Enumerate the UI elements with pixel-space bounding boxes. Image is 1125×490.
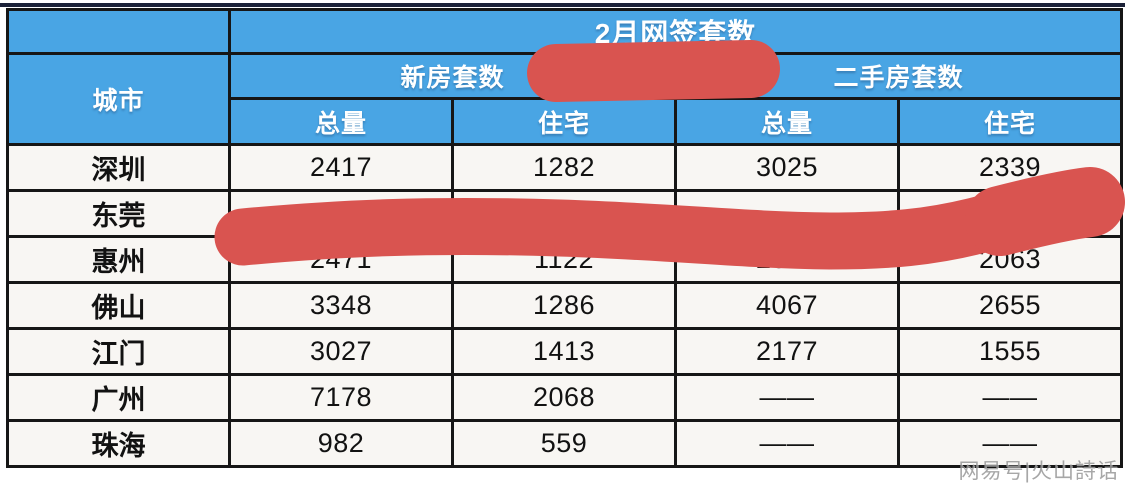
value-cell: 2471 — [228, 235, 454, 284]
new-homes-group-header: 新房套数 — [228, 52, 677, 100]
value-cell: 1286 — [451, 281, 677, 330]
table-row-zhuhai: 珠海 982 559 —— —— — [6, 419, 1124, 468]
table-row-shenzhen: 深圳 2417 1282 3025 2339 — [6, 143, 1124, 192]
value-cell: 2655 — [896, 281, 1124, 330]
signings-table: 2月网签套数 城市 新房套数 二手房套数 总量 住宅 总量 住宅 深圳 2417… — [6, 8, 1124, 468]
empty-header-cell — [6, 8, 231, 55]
value-cell: 1413 — [451, 327, 677, 376]
value-cell: 982 — [228, 419, 454, 468]
value-cell: —— — [674, 419, 900, 468]
city-cell: 佛山 — [6, 281, 231, 330]
value-cell: —— — [896, 373, 1124, 422]
value-cell: 1282 — [451, 143, 677, 192]
value-cell — [228, 189, 454, 238]
value-cell: 3027 — [228, 327, 454, 376]
value-cell: 2588 — [674, 235, 900, 284]
value-cell: 1555 — [896, 327, 1124, 376]
value-cell: 2063 — [896, 235, 1124, 284]
city-cell: 惠州 — [6, 235, 231, 284]
new-residential-header: 住宅 — [451, 97, 677, 146]
new-total-header: 总量 — [228, 97, 454, 146]
watermark-text: 网易号|火山詩话 — [958, 460, 1119, 483]
city-cell: 广州 — [6, 373, 231, 422]
city-column-header: 城市 — [6, 52, 231, 146]
city-cell: 珠海 — [6, 419, 231, 468]
table-row-guangzhou: 广州 7178 2068 —— —— — [6, 373, 1124, 422]
city-cell: 江门 — [6, 327, 231, 376]
table-row-jiangmen: 江门 3027 1413 2177 1555 — [6, 327, 1124, 376]
value-cell — [896, 189, 1124, 238]
value-cell: 2417 — [228, 143, 454, 192]
used-residential-header: 住宅 — [896, 97, 1124, 146]
value-cell: —— — [674, 373, 900, 422]
value-cell: 559 — [451, 419, 677, 468]
value-cell: 1122 — [451, 235, 677, 284]
table-row-foshan: 佛山 3348 1286 4067 2655 — [6, 281, 1124, 330]
value-cell: 3348 — [228, 281, 454, 330]
value-cell: 2339 — [896, 143, 1124, 192]
value-cell — [674, 189, 900, 238]
value-cell: 2068 — [451, 373, 677, 422]
city-cell: 东莞 — [6, 189, 231, 238]
table-row-huizhou: 惠州 2471 1122 2588 2063 — [6, 235, 1124, 284]
value-cell: 2177 — [674, 327, 900, 376]
top-divider-line — [0, 3, 1125, 7]
value-cell: 7178 — [228, 373, 454, 422]
used-total-header: 总量 — [674, 97, 900, 146]
city-cell: 深圳 — [6, 143, 231, 192]
table-row-dongguan: 东莞 — [6, 189, 1124, 238]
value-cell: —— — [896, 419, 1124, 468]
table-title: 2月网签套数 — [227, 8, 1124, 55]
value-cell: 4067 — [674, 281, 900, 330]
value-cell: 3025 — [674, 143, 900, 192]
value-cell — [451, 189, 677, 238]
used-homes-group-header: 二手房套数 — [673, 52, 1124, 100]
